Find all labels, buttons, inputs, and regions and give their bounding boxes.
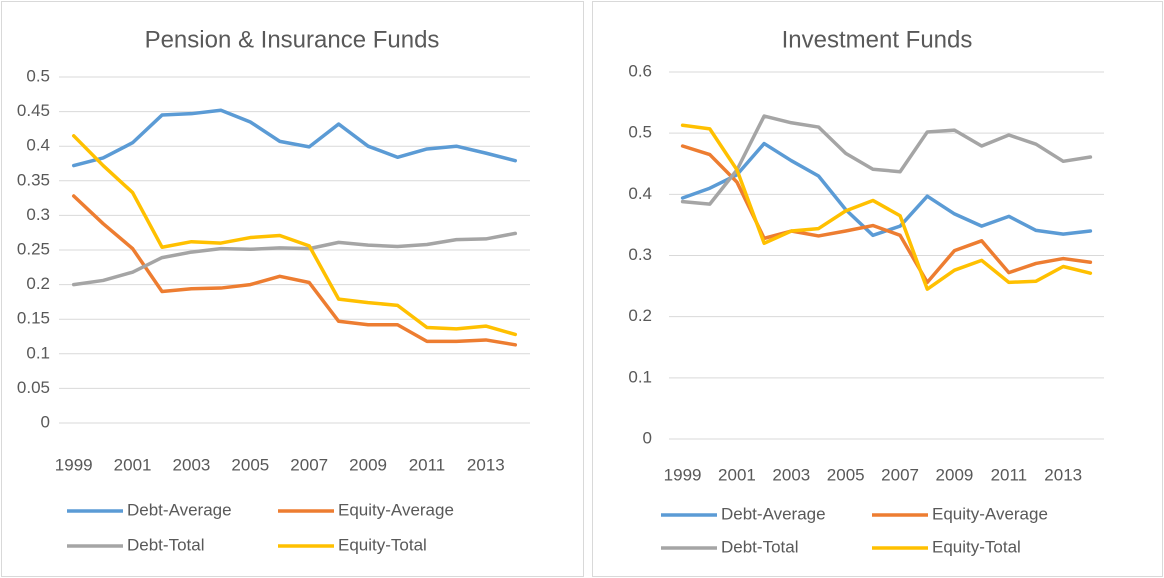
legend-label: Debt-Average [127,500,232,519]
x-tick-label: 2009 [936,465,974,484]
legend-label: Equity-Average [932,504,1048,523]
series-line [71,134,518,337]
legend-label: Equity-Average [338,500,454,519]
x-tick-label: 1999 [664,465,702,484]
y-tick-label: 0.3 [26,205,50,224]
y-tick-label: 0.35 [17,170,50,189]
legend-label: Debt-Total [127,535,204,554]
y-tick-label: 0.4 [628,184,652,203]
x-tick-label: 2013 [467,455,505,474]
x-tick-label: 2005 [827,465,865,484]
x-tick-label: 1999 [55,455,93,474]
y-tick-label: 0.2 [628,306,652,325]
y-tick-label: 0.1 [26,343,50,362]
chart-title: Investment Funds [782,26,973,53]
y-tick-label: 0.5 [26,66,50,85]
legend-label: Debt-Total [721,537,798,556]
x-tick-label: 2009 [349,455,387,474]
chart-frame [592,1,1163,577]
chart-frame [1,1,584,577]
x-tick-label: 2001 [114,455,152,474]
y-tick-label: 0.2 [26,274,50,293]
series-line [680,114,1093,206]
x-tick-label: 2005 [231,455,269,474]
series-line [71,231,518,287]
y-tick-label: 0.25 [17,239,50,258]
legend-label: Debt-Average [721,504,826,523]
x-tick-label: 2001 [718,465,756,484]
y-tick-label: 0.1 [628,367,652,386]
x-tick-label: 2007 [881,465,919,484]
legend-label: Equity-Total [338,535,427,554]
x-tick-label: 2007 [290,455,328,474]
x-tick-label: 2011 [991,465,1028,484]
y-tick-label: 0.5 [628,123,652,142]
y-tick-label: 0.15 [17,309,50,328]
y-tick-label: 0.4 [26,136,50,155]
x-tick-label: 2003 [772,465,810,484]
chart-title: Pension & Insurance Funds [145,26,440,53]
legend-label: Equity-Total [932,537,1021,556]
y-tick-label: 0.3 [628,245,652,264]
y-tick-label: 0.6 [628,61,652,80]
series-line [71,194,518,347]
series-line [71,108,518,168]
x-tick-label: 2011 [409,455,446,474]
x-tick-label: 2013 [1044,465,1082,484]
y-tick-label: 0 [41,412,50,431]
y-tick-label: 0 [643,428,652,447]
series-line [680,123,1093,291]
x-tick-label: 2003 [173,455,211,474]
y-tick-label: 0.45 [17,101,50,120]
y-tick-label: 0.05 [17,378,50,397]
